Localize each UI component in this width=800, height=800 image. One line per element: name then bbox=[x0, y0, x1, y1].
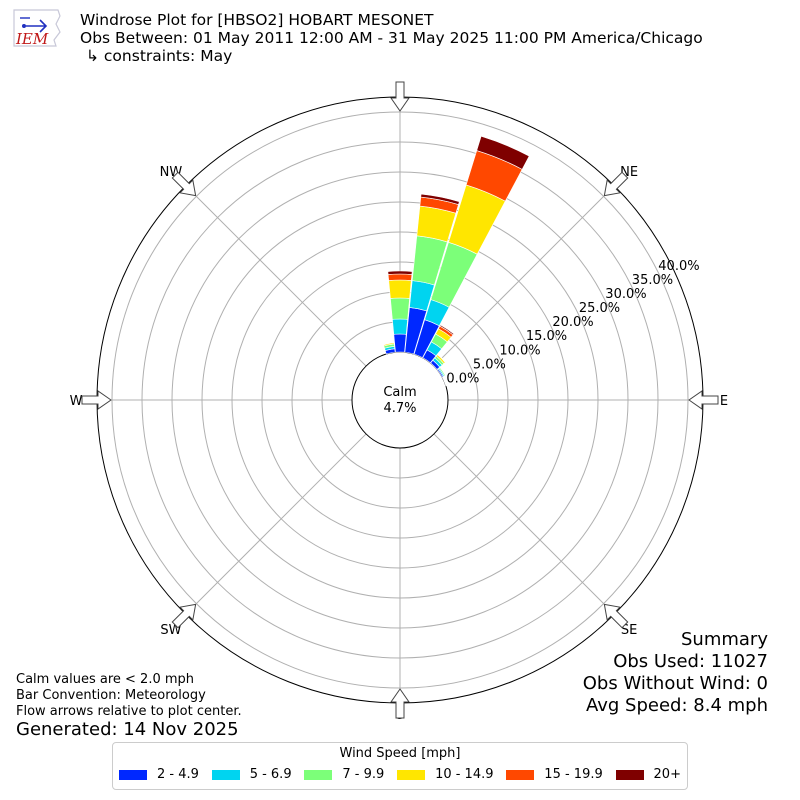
grid-ring bbox=[201, 201, 599, 599]
radial-tick-label: 20.0% bbox=[552, 315, 593, 330]
calm-circle bbox=[351, 351, 449, 449]
legend-item: 20+ bbox=[615, 767, 681, 782]
legend-item: 7 - 9.9 bbox=[304, 767, 384, 782]
radial-tick-label: 0.0% bbox=[446, 371, 479, 386]
grid-ring bbox=[141, 141, 659, 659]
direction-label: W bbox=[70, 394, 83, 409]
windrose-bar-segment bbox=[388, 279, 412, 299]
iem-logo: IEM bbox=[13, 9, 61, 48]
legend: Wind Speed [mph] 2 - 4.9 5 - 6.9 7 - 9.9… bbox=[112, 742, 688, 790]
windrose-bar-segment bbox=[387, 273, 413, 281]
legend-item: 15 - 19.9 bbox=[506, 767, 603, 782]
legend-label: 20+ bbox=[653, 767, 681, 782]
legend-item: 5 - 6.9 bbox=[211, 767, 292, 782]
radial-tick-label: 5.0% bbox=[473, 357, 506, 372]
summary-avg-speed: Avg Speed: 8.4 mph bbox=[586, 695, 768, 716]
direction-arrow-icon bbox=[81, 390, 112, 410]
windrose-bar-segment bbox=[392, 318, 408, 335]
radial-tick-label: 25.0% bbox=[579, 301, 620, 316]
bar-convention-note: Bar Convention: Meteorology bbox=[16, 688, 206, 703]
flow-arrows-note: Flow arrows relative to plot center. bbox=[16, 704, 242, 719]
legend-swatch bbox=[211, 769, 240, 780]
summary-obs-used: Obs Used: 11027 bbox=[613, 651, 768, 672]
legend-label: 7 - 9.9 bbox=[342, 767, 385, 782]
windrose-bar-segment bbox=[443, 376, 448, 386]
radial-tick-label: 15.0% bbox=[526, 329, 567, 344]
summary-obs-without-wind: Obs Without Wind: 0 bbox=[582, 673, 768, 694]
windrose-bar-segment bbox=[390, 297, 410, 320]
radial-tick-label: 30.0% bbox=[605, 287, 646, 302]
direction-arrow-icon bbox=[171, 171, 197, 197]
grid-ring bbox=[261, 261, 539, 539]
legend-label: 10 - 14.9 bbox=[435, 767, 494, 782]
direction-arrow-icon bbox=[390, 81, 410, 112]
grid-ring bbox=[171, 171, 629, 629]
direction-arrow-icon bbox=[603, 603, 629, 629]
direction-arrow-icon bbox=[390, 688, 410, 719]
legend-swatch bbox=[615, 769, 644, 780]
windrose-bar-segment bbox=[420, 193, 460, 205]
direction-arrow-icon bbox=[171, 603, 197, 629]
direction-label: SW bbox=[160, 623, 181, 638]
windrose-bar-segment bbox=[476, 135, 530, 170]
radial-tick-label: 40.0% bbox=[658, 259, 699, 274]
calm-note: Calm values are < 2.0 mph bbox=[16, 672, 195, 687]
summary-heading: Summary bbox=[681, 629, 768, 650]
grid-ring bbox=[231, 231, 569, 569]
chart-constraints: ↳ constraints: May bbox=[86, 47, 233, 65]
chart-subtitle: Obs Between: 01 May 2011 12:00 AM - 31 M… bbox=[80, 29, 703, 47]
windrose-bar-segment bbox=[439, 366, 447, 376]
chart-title: Windrose Plot for [HBSO2] HOBART MESONET bbox=[80, 11, 434, 29]
legend-label: 2 - 4.9 bbox=[157, 767, 199, 782]
radial-tick-label: 10.0% bbox=[499, 343, 540, 358]
calm-value: 4.7% bbox=[383, 401, 416, 416]
grid-ring bbox=[111, 111, 689, 689]
legend-label: 15 - 19.9 bbox=[544, 767, 603, 782]
calm-label: Calm bbox=[383, 385, 416, 400]
windrose-bar-segment bbox=[393, 333, 407, 353]
direction-label: SE bbox=[621, 623, 637, 638]
logo-text: IEM bbox=[15, 30, 49, 48]
direction-label: E bbox=[720, 394, 728, 409]
direction-arrow-icon bbox=[688, 390, 719, 410]
legend-swatch bbox=[119, 769, 147, 780]
windrose-bar-segment bbox=[387, 270, 413, 275]
windrose-bar-segment bbox=[439, 324, 455, 336]
legend-label: 5 - 6.9 bbox=[249, 767, 292, 782]
legend-swatch bbox=[304, 769, 333, 780]
generated-date: Generated: 14 Nov 2025 bbox=[16, 719, 239, 740]
windrose-bar-segment bbox=[382, 341, 395, 346]
radial-tick-label: 35.0% bbox=[632, 273, 673, 288]
windrose-bar-segment bbox=[437, 353, 447, 363]
direction-arrow-icon bbox=[603, 171, 629, 197]
legend-title: Wind Speed [mph] bbox=[339, 746, 461, 761]
legend-swatch bbox=[506, 769, 535, 780]
legend-item: 2 - 4.9 bbox=[119, 767, 199, 782]
legend-swatch bbox=[397, 769, 426, 780]
legend-item: 10 - 14.9 bbox=[397, 767, 494, 782]
